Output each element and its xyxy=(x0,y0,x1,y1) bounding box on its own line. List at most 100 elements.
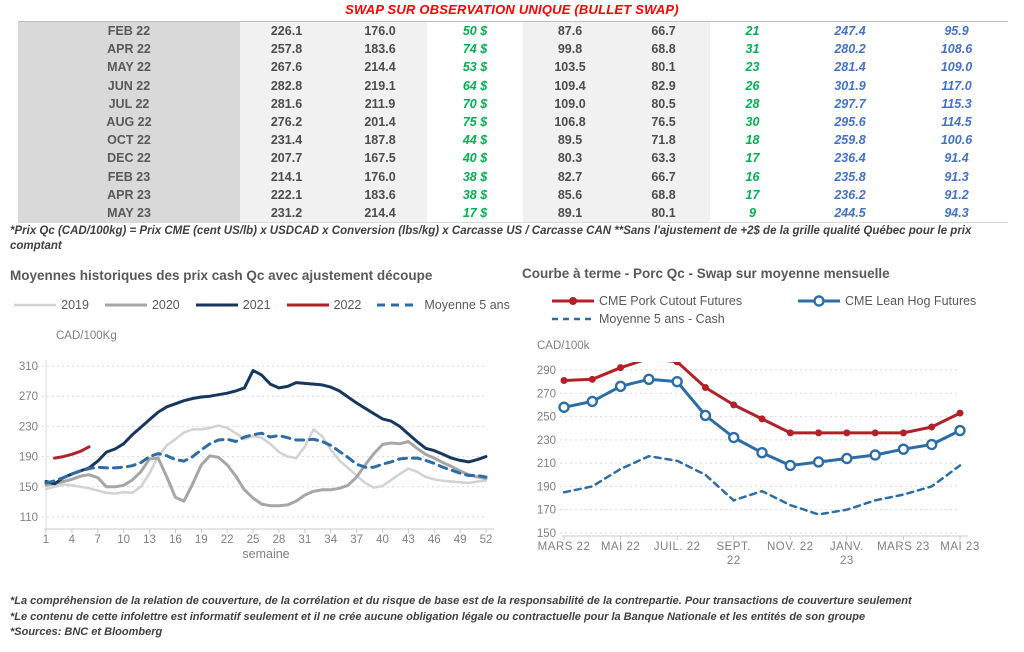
gain-cell: 26 xyxy=(710,76,795,95)
month-cell: OCT 22 xyxy=(18,131,240,150)
gain-cell: 9 xyxy=(710,203,795,223)
swap-cme-cell: 100.6 xyxy=(905,131,1008,150)
basis-cell: 44 $ xyxy=(427,131,523,150)
swap-cme-cell: 95.9 xyxy=(905,22,1008,41)
month-cell: APR 23 xyxy=(18,185,240,204)
prix-cme-lb-cell: 71.8 xyxy=(617,131,710,150)
swap-qc-cell: 259.8 xyxy=(795,131,905,150)
data-point-marker xyxy=(843,429,851,437)
prix-qc-cell: 282.8 xyxy=(240,76,333,95)
data-point-marker xyxy=(558,401,570,413)
x-tick-label: 23 xyxy=(840,555,854,567)
data-point-marker xyxy=(758,415,766,423)
legend-item-2019: 2019 xyxy=(12,298,89,312)
x-tick-label: 43 xyxy=(402,534,415,546)
legend-swatch xyxy=(552,297,594,305)
month-cell: FEB 22 xyxy=(18,22,240,41)
month-cell: MAY 22 xyxy=(18,58,240,77)
data-point-marker xyxy=(871,429,879,437)
month-cell: DEC 22 xyxy=(18,149,240,168)
legend-label: 2022 xyxy=(333,298,362,312)
prix-qc-lb-cell: 87.6 xyxy=(523,22,617,41)
x-tick-label: 46 xyxy=(428,534,441,546)
x-tick-label: 40 xyxy=(376,534,389,546)
legend-label: 2020 xyxy=(151,298,180,312)
prix-qc-cell: 276.2 xyxy=(240,112,333,132)
y-tick-label: 170 xyxy=(537,505,556,517)
historical-cash-prices-chart: Moyennes historiques des prix cash Qc av… xyxy=(10,268,512,588)
legend-label: Moyenne 5 ans - Cash xyxy=(599,312,725,326)
right-chart-legend-row1: CME Pork Cutout Futures CME Lean Hog Futu… xyxy=(522,294,1024,308)
prix-cme-lb-cell: 66.7 xyxy=(617,22,710,41)
prix-qc-lb-cell: 99.8 xyxy=(523,40,617,59)
x-tick-label: 49 xyxy=(454,534,467,546)
gain-cell: 18 xyxy=(710,131,795,150)
legend-label: 2019 xyxy=(61,298,89,312)
x-axis-title: semaine xyxy=(242,547,289,561)
prix-qc-cell: 226.1 xyxy=(240,22,333,41)
gain-cell: 17 xyxy=(710,149,795,168)
month-cell: JUL 22 xyxy=(18,94,240,113)
data-point-marker xyxy=(701,383,709,391)
x-tick-label: MAI 23 xyxy=(940,541,979,553)
data-point-marker xyxy=(812,456,825,468)
prix-cme-cell: 214.4 xyxy=(333,203,427,223)
basis-cell: 64 $ xyxy=(427,76,523,95)
gain-cell: 17 xyxy=(710,185,795,204)
prix-cme-lb-cell: 63.3 xyxy=(617,149,710,168)
data-point-marker xyxy=(786,429,794,437)
legend-swatch xyxy=(552,317,594,321)
data-point-marker xyxy=(643,373,655,386)
swap-qc-cell: 236.4 xyxy=(795,149,905,168)
data-point-marker xyxy=(699,409,712,422)
data-point-marker xyxy=(928,423,936,431)
prix-cme-lb-cell: 66.7 xyxy=(617,167,710,186)
series-line-moyenne-5-ans-cash xyxy=(562,454,962,516)
month-cell: MAY 23 xyxy=(18,203,240,223)
prix-qc-cell: 207.7 xyxy=(240,149,333,168)
x-tick-label: MARS 22 xyxy=(538,541,591,553)
x-tick-label: JANV. xyxy=(830,541,864,553)
y-tick-label: 210 xyxy=(537,458,556,470)
x-tick-label: 31 xyxy=(298,534,311,546)
prix-cme-cell: 176.0 xyxy=(333,167,427,186)
prix-qc-lb-cell: 82.7 xyxy=(523,167,617,186)
right-chart-title: Courbe à terme - Porc Qc - Swap sur moye… xyxy=(522,266,890,281)
month-cell: FEB 23 xyxy=(18,167,240,186)
x-tick-label: 10 xyxy=(117,534,130,546)
prix-cme-cell: 214.4 xyxy=(333,58,427,77)
basis-cell: 70 $ xyxy=(427,94,523,113)
data-point-marker xyxy=(899,429,907,437)
month-cell: AUG 22 xyxy=(18,112,240,132)
left-chart-legend: 2019 2020 2021 2022 Moyenne 5 ans xyxy=(10,298,512,312)
swap-cme-cell: 115.3 xyxy=(905,94,1008,113)
data-point-marker xyxy=(841,452,853,465)
basis-cell: 53 $ xyxy=(427,58,523,77)
prix-cme-lb-cell: 82.9 xyxy=(617,76,710,95)
basis-cell: 75 $ xyxy=(427,112,523,132)
prix-qc-cell: 214.1 xyxy=(240,167,333,186)
series-line-2020 xyxy=(44,440,488,508)
x-tick-label: 52 xyxy=(480,534,493,546)
data-point-marker xyxy=(671,375,683,388)
x-tick-label: 4 xyxy=(69,534,76,546)
prix-qc-lb-cell: 85.6 xyxy=(523,185,617,204)
swap-cme-cell: 91.3 xyxy=(905,167,1008,186)
swap-qc-cell: 281.4 xyxy=(795,58,905,77)
left-chart-y-unit: CAD/100Kg xyxy=(56,330,117,342)
swap-qc-cell: 236.2 xyxy=(795,185,905,204)
swap-cme-cell: 117.0 xyxy=(905,76,1008,95)
prix-qc-lb-cell: 109.4 xyxy=(523,76,617,95)
data-point-marker xyxy=(784,459,796,472)
gain-cell: 28 xyxy=(710,94,795,113)
legend-marker xyxy=(813,295,825,307)
prix-qc-lb-cell: 80.3 xyxy=(523,149,617,168)
y-tick-label: 230 xyxy=(19,421,38,433)
swap-cme-cell: 91.4 xyxy=(905,149,1008,168)
data-point-marker xyxy=(586,395,598,408)
x-tick-label: SEPT. xyxy=(716,541,750,553)
x-tick-label: 22 xyxy=(221,534,234,546)
x-tick-label: 34 xyxy=(324,534,337,546)
swap-cme-cell: 91.2 xyxy=(905,185,1008,204)
data-point-marker xyxy=(617,364,625,372)
